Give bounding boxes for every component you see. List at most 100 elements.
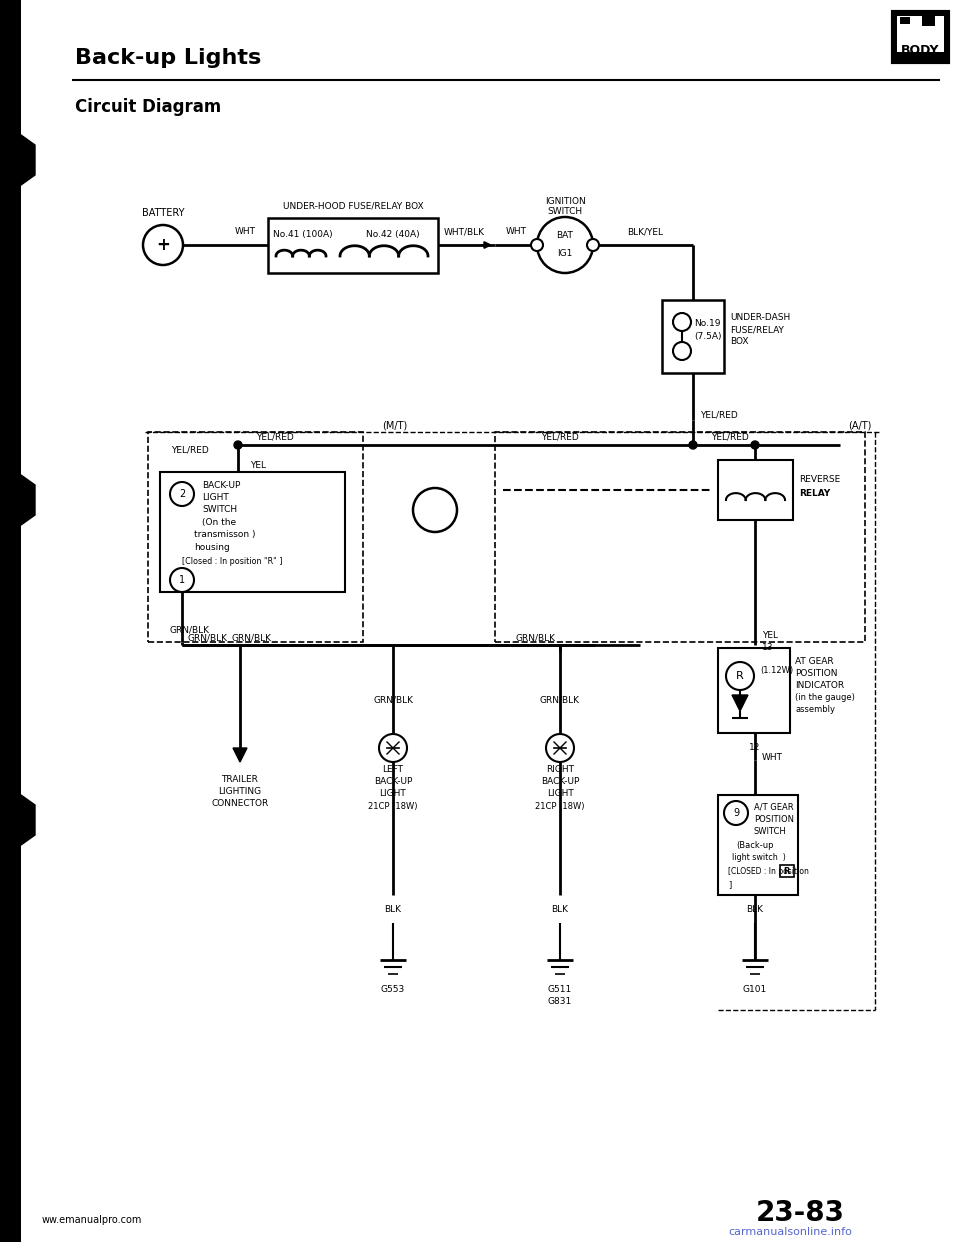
Text: GRN/BLK: GRN/BLK [188, 633, 228, 642]
Text: POSITION: POSITION [795, 669, 837, 678]
Text: YEL/RED: YEL/RED [541, 432, 579, 441]
Bar [718, 795, 798, 895]
Text: YEL/RED: YEL/RED [711, 432, 749, 441]
Bar [780, 864, 794, 877]
Text: BLK: BLK [551, 905, 568, 914]
Text: YEL/RED: YEL/RED [171, 446, 209, 455]
Circle shape [170, 568, 194, 592]
Text: GRN/BLK: GRN/BLK [540, 696, 580, 704]
Text: INDICATOR: INDICATOR [795, 682, 844, 691]
Text: 21CP (18W): 21CP (18W) [536, 801, 585, 811]
Bar [718, 460, 793, 520]
Text: TRAILER: TRAILER [222, 775, 258, 785]
Text: BLK: BLK [385, 905, 401, 914]
Bar [148, 432, 363, 642]
Polygon shape [0, 780, 35, 859]
Text: LIGHT: LIGHT [546, 790, 573, 799]
Text: FUSE/RELAY: FUSE/RELAY [730, 325, 784, 334]
Text: WHT: WHT [506, 227, 526, 236]
Text: BODY: BODY [900, 43, 939, 56]
Text: G831: G831 [548, 997, 572, 1006]
Text: +: + [156, 236, 170, 255]
Text: 2: 2 [179, 489, 185, 499]
Bar [0, 0, 20, 1242]
Text: BAT: BAT [557, 231, 573, 240]
Polygon shape [233, 748, 247, 763]
Polygon shape [732, 696, 748, 710]
Circle shape [531, 238, 543, 251]
Text: BLK: BLK [747, 905, 763, 914]
Text: ]: ] [728, 881, 732, 889]
Text: BACK-UP: BACK-UP [202, 482, 240, 491]
Text: REVERSE: REVERSE [799, 476, 840, 484]
Circle shape [726, 662, 754, 691]
Text: [CLOSED : In position: [CLOSED : In position [728, 867, 809, 876]
Text: GRN/BLK: GRN/BLK [373, 696, 413, 704]
Circle shape [143, 225, 183, 265]
Text: Back-up Lights: Back-up Lights [75, 48, 261, 68]
Bar [18, 0, 21, 1242]
Text: carmanualsonline.info: carmanualsonline.info [728, 1227, 852, 1237]
Text: G553: G553 [381, 985, 405, 995]
Bar [897, 16, 944, 52]
Text: AT GEAR: AT GEAR [795, 657, 833, 667]
Text: WHT/BLK: WHT/BLK [444, 227, 485, 236]
Text: 23-83: 23-83 [756, 1199, 845, 1227]
Circle shape [234, 441, 242, 450]
Text: GRN/BLK: GRN/BLK [232, 633, 272, 642]
Text: (7.5A): (7.5A) [694, 333, 722, 342]
Text: (in the gauge): (in the gauge) [795, 693, 854, 703]
Bar [495, 432, 865, 642]
Text: (M/T): (M/T) [382, 421, 408, 431]
Text: R: R [783, 867, 790, 876]
Text: LEFT: LEFT [382, 765, 403, 775]
Text: assembly: assembly [795, 705, 835, 714]
Text: BOX: BOX [730, 338, 749, 347]
Text: (1.12W): (1.12W) [760, 666, 793, 674]
Text: LIGHTING: LIGHTING [219, 787, 261, 796]
Circle shape [689, 441, 697, 450]
Text: YEL: YEL [250, 461, 266, 469]
Text: (On the: (On the [202, 518, 236, 528]
Text: Circuit Diagram: Circuit Diagram [75, 98, 221, 116]
Text: No.19: No.19 [694, 319, 721, 328]
Text: GRN/BLK: GRN/BLK [170, 626, 210, 635]
Text: G511: G511 [548, 985, 572, 995]
Text: WHT: WHT [234, 227, 255, 236]
Text: transmisson ): transmisson ) [194, 530, 255, 539]
Text: 12: 12 [750, 743, 760, 751]
Polygon shape [0, 120, 35, 200]
Circle shape [537, 217, 593, 273]
Text: YEL/RED: YEL/RED [700, 411, 737, 420]
Text: RELAY: RELAY [799, 489, 830, 498]
Text: UNDER-HOOD FUSE/RELAY BOX: UNDER-HOOD FUSE/RELAY BOX [282, 201, 423, 210]
Bar [922, 15, 935, 26]
Polygon shape [0, 460, 35, 540]
Text: 9: 9 [732, 809, 739, 818]
Bar [718, 648, 790, 733]
Text: BACK-UP: BACK-UP [373, 777, 412, 786]
Bar [900, 17, 910, 24]
Text: No.42 (40A): No.42 (40A) [366, 231, 420, 240]
Text: YEL: YEL [762, 631, 778, 640]
Circle shape [413, 488, 457, 532]
Text: (Back-up: (Back-up [736, 841, 774, 850]
Text: UNDER-DASH: UNDER-DASH [730, 313, 790, 323]
Text: LIGHT: LIGHT [379, 790, 406, 799]
Text: POSITION: POSITION [754, 815, 794, 823]
Circle shape [170, 482, 194, 505]
Text: R: R [736, 671, 744, 681]
Text: SWITCH: SWITCH [202, 505, 237, 514]
Text: WHT: WHT [762, 754, 783, 763]
Text: 1: 1 [179, 575, 185, 585]
Text: 21CP (18W): 21CP (18W) [369, 801, 418, 811]
Text: YEL/RED: YEL/RED [256, 432, 294, 441]
Circle shape [587, 238, 599, 251]
Text: RIGHT: RIGHT [546, 765, 574, 775]
Bar [662, 301, 724, 373]
Circle shape [379, 734, 407, 763]
Text: ww.emanualpro.com: ww.emanualpro.com [42, 1215, 142, 1225]
Circle shape [724, 801, 748, 825]
Text: BATTERY: BATTERY [142, 207, 184, 219]
Text: (A/T): (A/T) [849, 421, 872, 431]
